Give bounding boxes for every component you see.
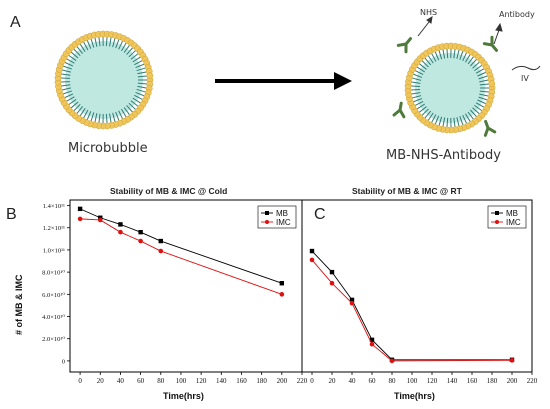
x-tick-label: 140 xyxy=(447,377,458,385)
legend-label: IMC xyxy=(276,218,291,227)
x-tick-label: 100 xyxy=(176,377,187,385)
mb-nhs-antibody-caption: MB-NHS-Antibody xyxy=(386,148,501,163)
y-tick-label: 8.0×10¹⁰ xyxy=(42,270,65,277)
legend-label: MB xyxy=(276,209,288,218)
y-tick-label: 2.0×10¹⁰ xyxy=(42,336,65,343)
point-mb xyxy=(77,206,83,212)
series-line-imc xyxy=(311,259,513,362)
point-imc xyxy=(118,229,123,235)
x-tick-label: 200 xyxy=(277,377,288,385)
conversion-arrow xyxy=(215,72,352,90)
point-imc xyxy=(349,300,355,306)
series-line-mb xyxy=(79,208,282,284)
point-mb xyxy=(309,248,315,254)
chart-b-title: Stability of MB & IMC @ Cold xyxy=(110,186,228,196)
antibody-icon xyxy=(396,37,412,54)
legend-marker xyxy=(495,211,499,215)
panel-b-letter: B xyxy=(6,206,17,223)
antibody-icon xyxy=(483,119,497,137)
label-antibody: Antibody xyxy=(499,10,535,19)
chart-c-xlabel: Time(hrs) xyxy=(394,391,435,401)
point-imc xyxy=(309,257,315,263)
panel-c-letter: C xyxy=(314,206,326,223)
x-tick-label: 40 xyxy=(349,377,357,385)
x-tick-label: 180 xyxy=(256,377,267,385)
y-tick-label: 0 xyxy=(62,358,65,365)
panel-a-illustration xyxy=(54,16,541,137)
chart-c-frame xyxy=(301,199,533,373)
x-tick-label: 120 xyxy=(196,377,207,385)
x-tick-label: 120 xyxy=(427,377,438,385)
x-tick-label: 60 xyxy=(137,377,145,385)
panel-a-letter: A xyxy=(10,14,21,31)
x-tick-label: 40 xyxy=(117,377,125,385)
legend-marker xyxy=(495,220,499,224)
series-line-imc xyxy=(80,218,282,295)
point-mb xyxy=(118,222,123,227)
annotation-arrows xyxy=(417,16,541,71)
x-tick-label: 140 xyxy=(216,377,227,385)
antibody-icon xyxy=(392,101,406,119)
x-tick-label: 200 xyxy=(507,377,518,385)
x-tick-label: 100 xyxy=(407,377,418,385)
point-mb xyxy=(329,269,335,275)
legend-label: IMC xyxy=(506,218,521,227)
legend-label: MB xyxy=(506,209,518,218)
x-tick-label: 60 xyxy=(369,377,377,385)
point-mb xyxy=(369,337,375,343)
x-tick-label: 80 xyxy=(389,377,397,385)
x-tick-label: 20 xyxy=(97,377,105,385)
x-tick-label: 220 xyxy=(297,377,308,385)
point-imc xyxy=(279,292,285,297)
microbubble-caption: Microbubble xyxy=(68,141,148,156)
antibody-icons xyxy=(392,35,498,137)
y-tick-label: 6.0×10¹⁰ xyxy=(42,292,65,299)
point-mb xyxy=(349,297,355,303)
y-tick-label: 1.2×10¹¹ xyxy=(43,225,65,232)
point-imc xyxy=(77,216,83,222)
microbubble-illustration xyxy=(54,30,154,130)
label-nhs: NHS xyxy=(420,8,438,17)
mb-nhs-antibody-illustration xyxy=(404,42,496,134)
point-mb xyxy=(158,238,163,244)
point-imc xyxy=(97,217,103,223)
x-tick-label: 160 xyxy=(236,377,247,385)
point-imc xyxy=(389,358,395,364)
x-tick-label: 220 xyxy=(527,377,538,385)
y-tick-label: 1.4×10¹¹ xyxy=(43,203,65,210)
antibody-icon xyxy=(482,35,498,52)
chart-b-plot: 0 20 40 60 80 100 120 140 160 180 200 220 0 2.0×10¹⁰ 4… xyxy=(42,203,308,385)
point-imc xyxy=(329,280,335,286)
y-tick-label: 4.0×10¹⁰ xyxy=(42,314,65,321)
x-tick-label: 20 xyxy=(329,377,337,385)
legend-marker xyxy=(265,220,269,224)
x-tick-label: 0 xyxy=(78,377,82,385)
label-iv: IV xyxy=(521,74,529,83)
point-imc xyxy=(369,341,375,347)
point-imc xyxy=(138,238,143,244)
point-imc xyxy=(158,248,164,254)
chart-b-xlabel: Time(hrs) xyxy=(163,391,204,401)
x-tick-label: 180 xyxy=(487,377,498,385)
chart-c-title: Stability of MB & IMC @ RT xyxy=(352,186,462,196)
y-tick-label: 1.0×10¹¹ xyxy=(43,247,65,254)
x-tick-label: 160 xyxy=(467,377,478,385)
x-tick-label: 0 xyxy=(310,377,314,385)
legend-marker xyxy=(265,211,269,215)
point-mb xyxy=(279,281,285,286)
point-mb xyxy=(138,229,143,235)
point-imc xyxy=(509,358,515,363)
x-tick-label: 80 xyxy=(157,377,165,385)
series-line-mb xyxy=(311,250,512,361)
